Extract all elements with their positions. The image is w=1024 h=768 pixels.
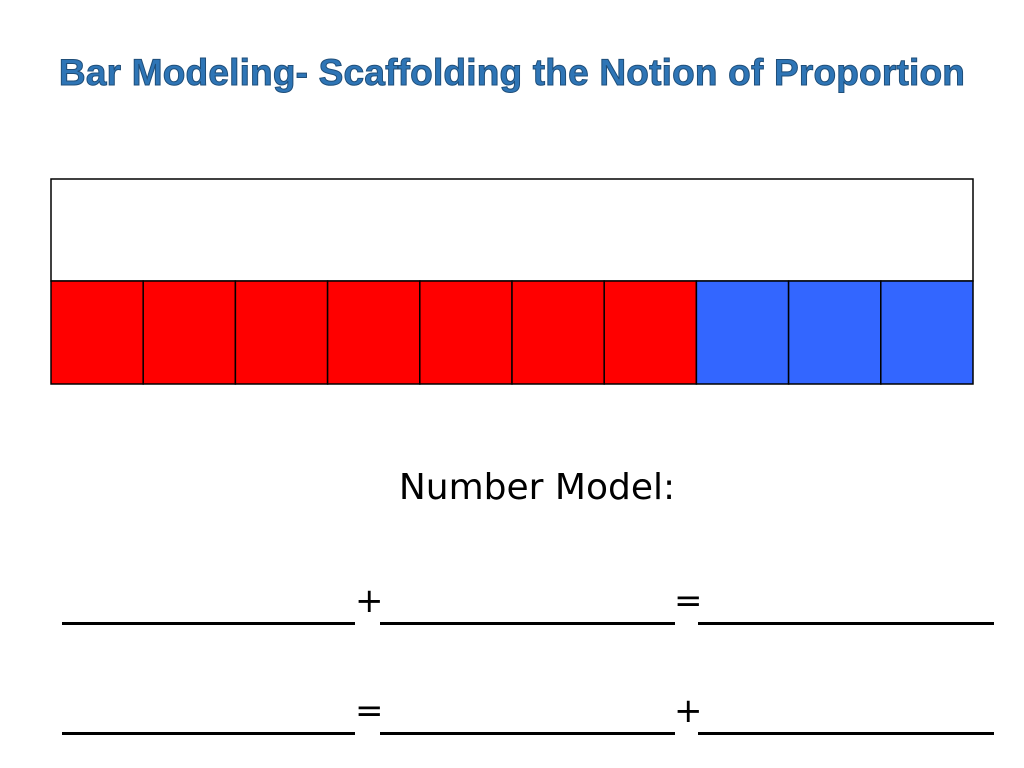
operator: +	[674, 691, 703, 731]
answer-blank[interactable]	[62, 732, 355, 735]
operator: =	[355, 691, 384, 731]
segments-group	[50, 280, 974, 385]
bar-segment	[142, 280, 237, 385]
bar-segment	[603, 280, 698, 385]
whole-bar	[50, 178, 974, 282]
equation-row-1: + =	[62, 576, 994, 626]
bar-segment	[419, 280, 513, 385]
answer-blank[interactable]	[698, 622, 994, 625]
bar-segment	[695, 280, 790, 385]
answer-blank[interactable]	[380, 622, 675, 625]
answer-blank[interactable]	[698, 732, 994, 735]
bar-segment	[787, 280, 882, 385]
operator: =	[674, 581, 703, 621]
bar-segment	[50, 280, 144, 385]
bar-segment	[234, 280, 329, 385]
bar-segment	[880, 280, 974, 385]
number-model-label: Number Model:	[398, 467, 676, 508]
answer-blank[interactable]	[380, 732, 675, 735]
bar-segment	[511, 280, 605, 385]
equation-row-2: = +	[62, 686, 994, 736]
bar-segment	[326, 280, 421, 385]
slide-title: Bar Modeling- Scaffolding the Notion of …	[58, 52, 966, 94]
bar-model	[50, 178, 974, 385]
operator: +	[355, 581, 384, 621]
answer-blank[interactable]	[62, 622, 355, 625]
